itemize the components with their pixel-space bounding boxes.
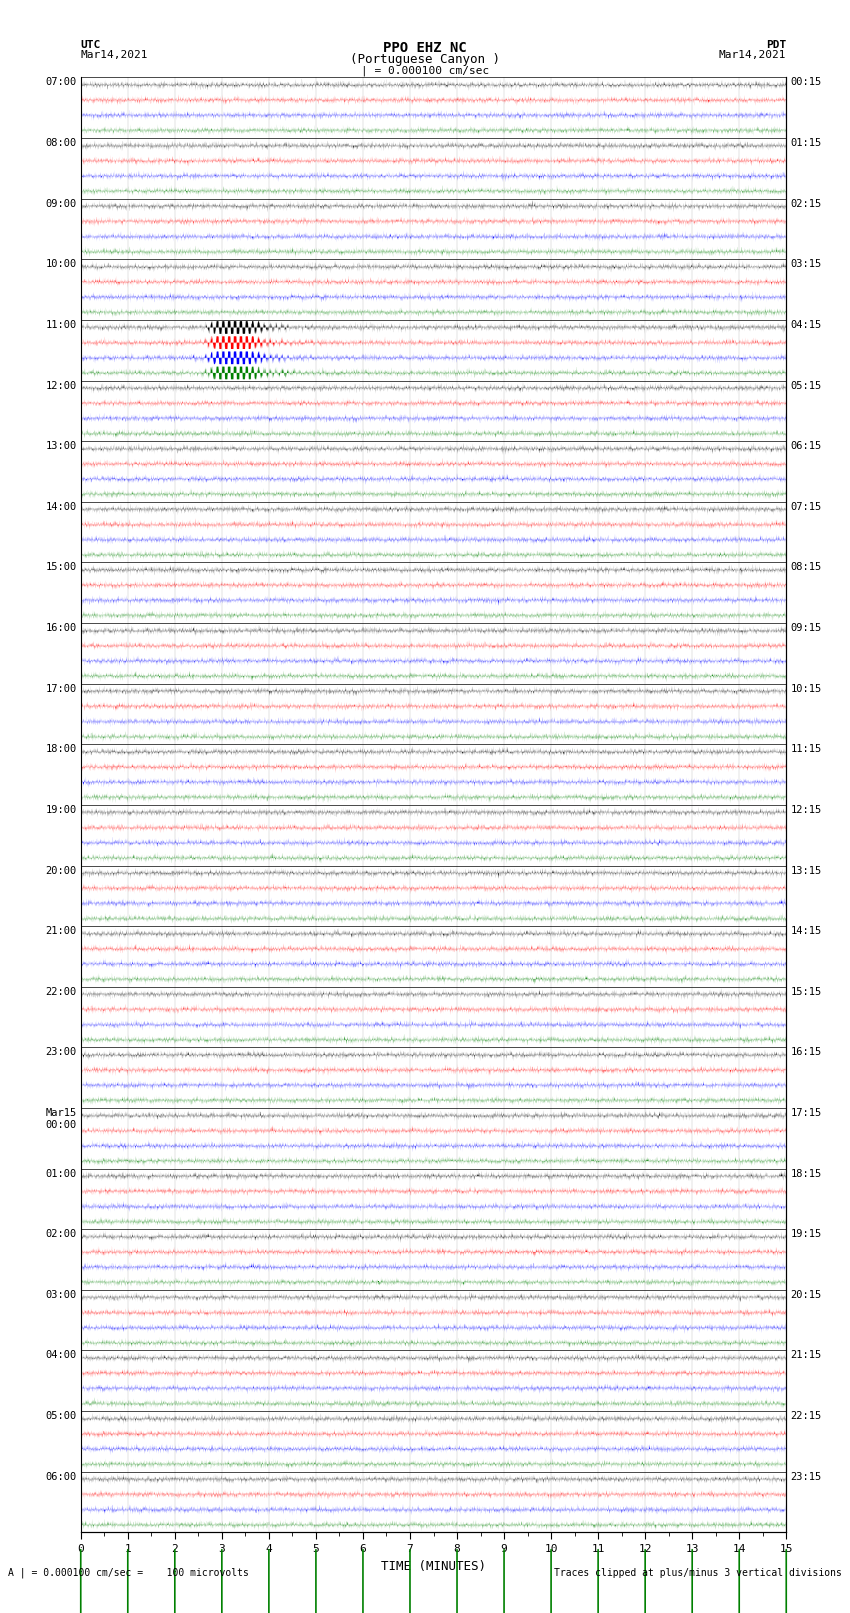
Text: UTC: UTC	[81, 40, 101, 50]
Text: Mar14,2021: Mar14,2021	[81, 50, 148, 60]
Text: Mar14,2021: Mar14,2021	[719, 50, 786, 60]
Text: PPO EHZ NC: PPO EHZ NC	[383, 40, 467, 55]
Text: PDT: PDT	[766, 40, 786, 50]
Text: (Portuguese Canyon ): (Portuguese Canyon )	[350, 53, 500, 66]
Text: | = 0.000100 cm/sec: | = 0.000100 cm/sec	[361, 65, 489, 76]
Text: Traces clipped at plus/minus 3 vertical divisions: Traces clipped at plus/minus 3 vertical …	[553, 1568, 842, 1578]
Text: A | = 0.000100 cm/sec =    100 microvolts: A | = 0.000100 cm/sec = 100 microvolts	[8, 1568, 249, 1579]
X-axis label: TIME (MINUTES): TIME (MINUTES)	[381, 1560, 486, 1573]
